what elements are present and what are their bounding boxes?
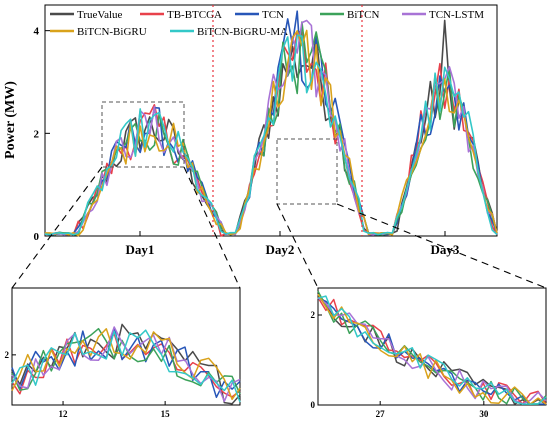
inset-left-series-2 [11,326,241,399]
inset-left-xtick-label-0: 12 [59,409,69,419]
main-plot-frame [44,4,498,237]
main-y-axis-label: Power (MW) [3,81,18,159]
inset-right-frame [317,287,547,406]
inset-left-series-6 [11,329,241,403]
legend: TrueValue TB-BTCGA TCN BiTCN TCN-LSTM BiTCN-B… [50,9,484,38]
legend-label-2: TCN [262,9,284,21]
main-ytick-label-0: 0 [34,231,40,243]
inset-left-ytick-label-0: 2 [5,350,10,360]
legend-label-6: BiTCN-BiGRU-MA [197,26,288,38]
inset-right-series-5 [317,293,547,405]
legend-label-3: BiTCN [347,9,379,21]
inset-right-xtick-label-0: 27 [376,409,386,419]
inset-left-series-5 [11,328,241,401]
inset-left-xtick-label-1: 15 [161,409,171,419]
inset-left-frame [11,287,241,406]
main-series-layer [44,10,498,237]
inset-right-axis: 27 30 0 2 [311,310,489,419]
inset-left-series-layer [11,323,241,405]
main-xtick-label-1: Day2 [266,242,295,257]
main-ytick-label-2: 4 [34,26,40,38]
inset-right-series-4 [317,297,547,405]
connector-right-a [276,203,319,289]
inset-left-axis: 12 15 2 [5,350,171,419]
legend-label-1: TB-BTCGA [167,9,222,21]
legend-label-5: BiTCN-BiGRU [77,26,147,38]
zoom-box-day2 [276,138,338,205]
main-x-axis: Day1 Day2 Day3 [126,231,460,257]
main-series-5 [45,29,498,237]
main-xtick-label-0: Day1 [126,242,155,257]
main-series-3 [44,21,498,236]
inset-right-ytick-label-0: 0 [311,400,316,410]
main-y-axis: 0 2 4 [34,26,50,243]
connector-left-b [183,166,241,289]
inset-right-series-6 [317,295,547,405]
main-xtick-label-2: Day3 [431,242,460,257]
connector-right-b [336,203,547,289]
legend-label-4: TCN-LSTM [429,9,484,21]
zoom-box-day1 [101,101,185,168]
inset-right-series-layer [317,290,547,405]
inset-right-ytick-label-1: 2 [311,310,316,320]
legend-label-0: TrueValue [77,9,123,21]
main-ytick-label-1: 2 [34,128,40,140]
main-series-6 [44,34,498,236]
inset-right-xtick-label-1: 30 [479,409,489,419]
connector-left-a [11,166,103,289]
